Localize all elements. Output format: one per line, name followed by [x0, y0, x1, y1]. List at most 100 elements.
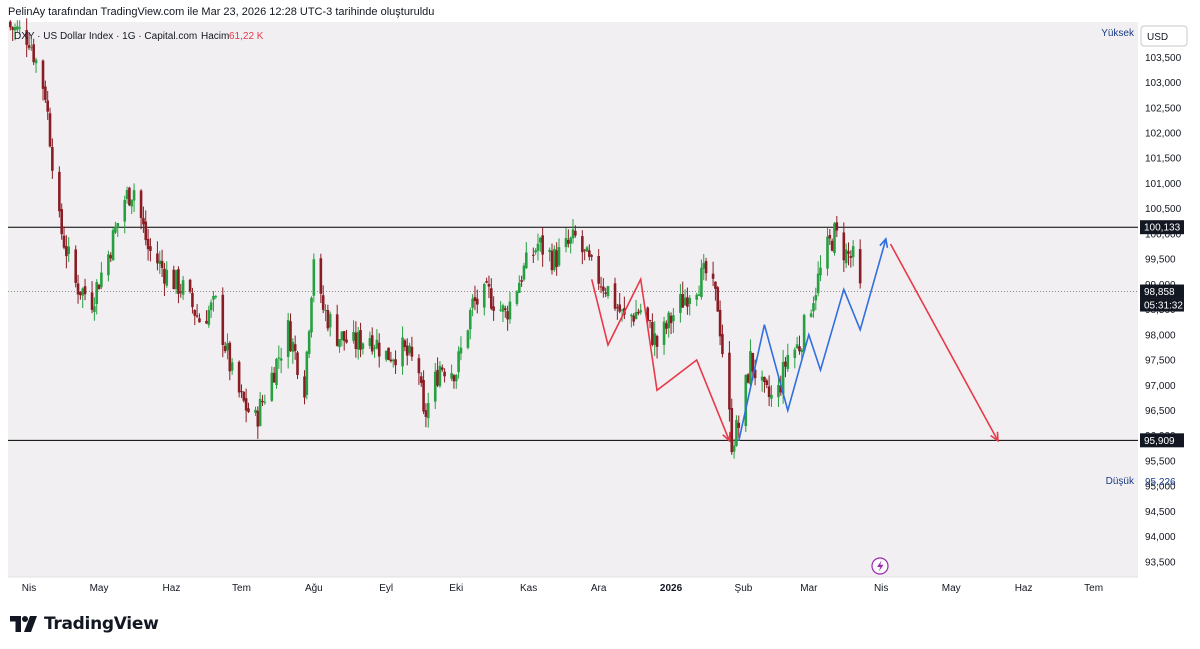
candle-body: [422, 379, 425, 412]
low-label: Düşük: [1106, 476, 1135, 487]
time-tick-label: May: [942, 583, 961, 594]
candle-body: [165, 269, 169, 286]
time-tick-label: Ara: [591, 583, 607, 594]
candle-body: [83, 286, 87, 295]
candle-body: [27, 45, 31, 48]
price-scale[interactable]: 103,500 103,000 102,500 102,000 101,500 101,0…: [1140, 53, 1184, 569]
candle-body: [41, 60, 45, 89]
candle-body: [851, 246, 855, 258]
candle-body: [361, 343, 365, 349]
candle-body: [207, 310, 211, 325]
candle-body: [487, 283, 491, 287]
candle-body: [760, 376, 764, 381]
candle-body: [443, 371, 446, 377]
candle-body: [721, 334, 724, 355]
candle-body: [798, 346, 801, 352]
candle-body: [90, 292, 94, 310]
candle-body: [81, 288, 85, 296]
candle-body: [648, 320, 652, 322]
volume-label: Hacim: [201, 31, 229, 42]
candle-body: [751, 352, 755, 372]
candle-body: [354, 332, 358, 349]
red-projection-path: [590, 276, 731, 442]
candle-body: [426, 403, 430, 419]
candle-body: [597, 256, 600, 284]
candle-body: [550, 250, 554, 271]
price-tick-label: 103,500: [1145, 53, 1182, 64]
candle-body: [688, 298, 692, 304]
candle-body: [100, 272, 103, 288]
price-tick-label: 98,000: [1145, 330, 1176, 341]
candle-body: [352, 331, 355, 341]
candle-body: [205, 320, 208, 324]
candle-body: [784, 361, 787, 367]
time-tick-label: Şub: [735, 583, 753, 594]
plot-background: [8, 22, 1138, 577]
price-tick-label: 97,000: [1145, 381, 1176, 392]
flash-icon[interactable]: [871, 557, 889, 575]
countdown-box: [1140, 298, 1184, 312]
candle-body: [188, 279, 192, 292]
candle-body: [763, 376, 766, 383]
candle-body: [508, 301, 512, 320]
candle-body: [254, 409, 257, 413]
candle-body: [482, 284, 486, 308]
candle-body: [172, 269, 176, 290]
candle-body: [307, 331, 311, 354]
candle-body: [9, 21, 12, 28]
candle-body: [639, 310, 643, 313]
candle-body: [44, 86, 47, 100]
resistance-price-label-box: [1140, 220, 1184, 235]
candle-body: [389, 359, 393, 362]
candle-body: [60, 209, 63, 235]
high-label: Yüksek: [1101, 28, 1135, 39]
candle-body: [160, 260, 164, 268]
candle-body: [795, 344, 799, 349]
currency-box[interactable]: [1140, 25, 1188, 47]
tradingview-logo[interactable]: TradingView: [10, 614, 159, 634]
candle-body: [417, 358, 421, 374]
candle-body: [525, 252, 528, 269]
candle-body: [489, 288, 493, 309]
candle-body: [174, 270, 178, 289]
candle-body: [51, 146, 54, 171]
symbol-legend[interactable]: DXY · US Dollar Index · 1G · Capital.com: [14, 31, 197, 42]
candle-body: [683, 297, 687, 306]
time-tick-label: Ağu: [305, 583, 323, 594]
candle-body: [475, 298, 479, 305]
candle-body: [700, 267, 703, 298]
candle-body: [394, 359, 397, 366]
candle-body: [226, 343, 229, 351]
candle-body: [800, 349, 804, 353]
candle-body: [522, 265, 526, 280]
candle-body: [858, 249, 862, 284]
resistance-price-label: 100,133: [1144, 223, 1181, 234]
currency-label: USD: [1147, 32, 1168, 43]
candle-body: [604, 292, 607, 294]
volume-value: 61,22 K: [229, 31, 264, 42]
candle-body: [111, 230, 115, 261]
tradingview-logo-text: TradingView: [44, 614, 159, 634]
candle-body: [777, 384, 780, 398]
candle-body: [384, 350, 388, 360]
candle-body: [256, 410, 260, 427]
candle-body: [223, 345, 227, 352]
candle-body: [602, 286, 605, 291]
candle-body: [114, 226, 117, 233]
candle-body: [585, 247, 589, 252]
candle-body: [303, 376, 306, 398]
candle-body: [541, 235, 544, 255]
time-tick-label: Haz: [163, 583, 181, 594]
candle-body: [67, 246, 71, 254]
candle-body: [702, 263, 706, 269]
candle-body: [32, 44, 35, 63]
candle-body: [651, 322, 654, 345]
candle-body: [532, 254, 535, 256]
candle-body: [237, 361, 241, 393]
candle-body: [335, 314, 339, 346]
price-tick-label: 103,000: [1145, 78, 1182, 89]
time-scale[interactable]: Nis May Haz Tem Ağu Eyl Eki Kas Ara 2026 Şub Mar Nis…: [22, 583, 1103, 594]
time-tick-label: Eyl: [379, 583, 393, 594]
